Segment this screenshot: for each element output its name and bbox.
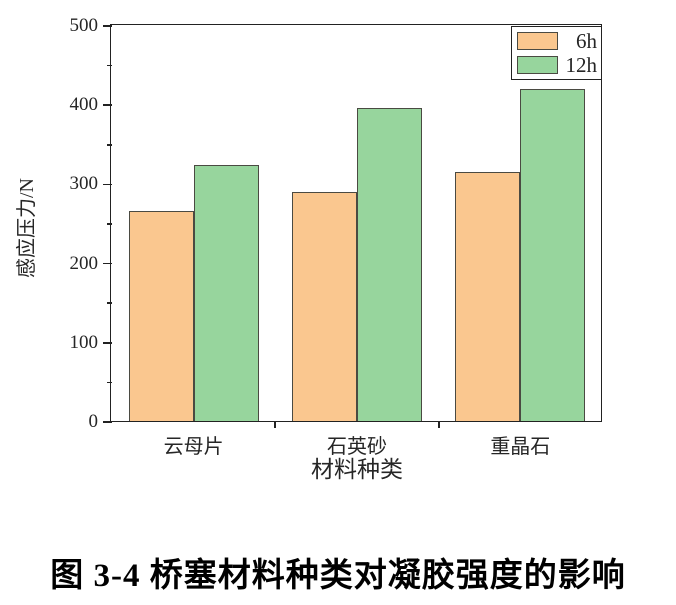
bar-6h-云母片 <box>128 210 194 422</box>
legend: 6h 12h <box>511 26 602 80</box>
x-axis-boundary-tick <box>437 422 440 428</box>
legend-swatch-12h <box>517 56 558 74</box>
y-tick-label: 400 <box>69 94 99 116</box>
x-category-label: 重晶石 <box>490 436 551 458</box>
y-axis-major-tick <box>103 104 112 107</box>
x-axis-boundary-tick <box>274 422 277 428</box>
legend-item-12h: 12h <box>517 54 597 76</box>
y-axis-major-tick <box>103 183 112 186</box>
plot-area: 6h 12h 0 100 200 300 400 500 云母片 石英砂 重晶石 <box>70 15 603 458</box>
bar-6h-石英砂 <box>292 191 357 422</box>
y-axis-major-tick <box>103 25 112 27</box>
legend-label: 6h <box>576 29 597 53</box>
y-axis-minor-tick <box>107 223 112 225</box>
bar-12h-石英砂 <box>357 108 422 422</box>
x-category-label: 云母片 <box>163 436 224 458</box>
legend-swatch-6h <box>517 32 558 50</box>
y-axis-major-tick <box>103 341 112 344</box>
legend-label: 12h <box>565 53 598 77</box>
y-axis-major-tick <box>103 262 112 265</box>
bar-12h-重晶石 <box>520 88 586 422</box>
y-tick-label: 100 <box>69 331 99 353</box>
legend-item-6h: 6h <box>517 30 597 52</box>
x-category-label: 石英砂 <box>326 436 387 458</box>
y-axis-title: 感应压力/N <box>16 178 38 278</box>
y-axis-minor-tick <box>107 381 112 384</box>
y-tick-label: 200 <box>69 252 99 274</box>
y-axis-minor-tick <box>107 143 112 146</box>
y-axis-minor-tick <box>107 302 112 305</box>
y-tick-label: 500 <box>69 15 99 36</box>
figure-caption: 图 3-4 桥塞材料种类对凝胶强度的影响 <box>50 558 626 594</box>
y-axis-major-tick <box>103 421 112 423</box>
y-tick-label: 0 <box>88 411 99 432</box>
y-tick-label: 300 <box>69 173 99 195</box>
y-axis-minor-tick <box>107 64 112 67</box>
bar-12h-云母片 <box>193 164 259 422</box>
bar-6h-重晶石 <box>455 171 521 422</box>
x-axis-title: 材料种类 <box>311 457 403 482</box>
